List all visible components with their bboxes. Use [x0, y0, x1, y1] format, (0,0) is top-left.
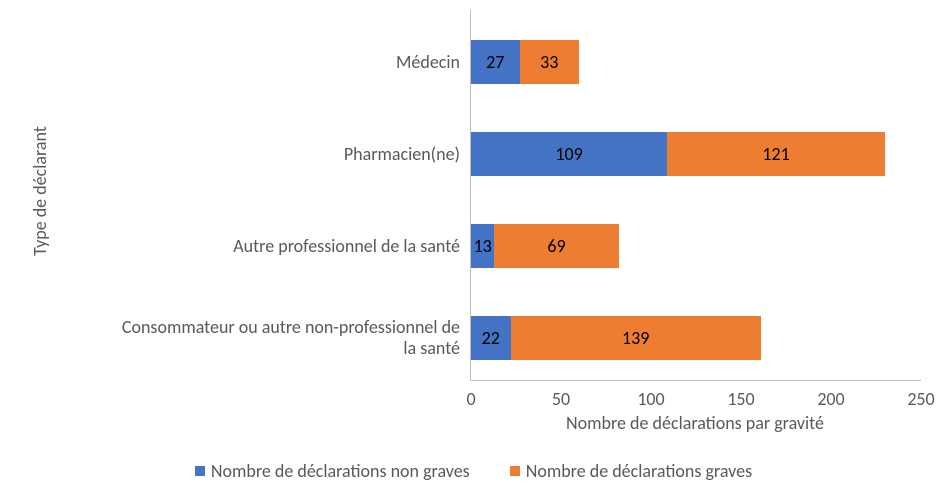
- category-label: Consommateur ou autre non-professionnel …: [80, 317, 460, 358]
- legend-swatch-non-graves: [195, 466, 205, 476]
- bar-row: 2733: [471, 40, 579, 84]
- bar-row: 1369: [471, 224, 619, 268]
- x-tick-label: 150: [727, 388, 754, 410]
- x-axis-title: Nombre de déclarations par gravité: [470, 412, 920, 434]
- legend-swatch-graves: [510, 466, 520, 476]
- plot-area: 0501001502002502733109121136922139: [470, 10, 921, 381]
- x-tick-label: 50: [552, 388, 570, 410]
- bar-segment-graves: 69: [494, 224, 618, 268]
- bar-segment-non_graves: 109: [471, 132, 667, 176]
- bar-row: 109121: [471, 132, 885, 176]
- category-label: Pharmacien(ne): [80, 144, 460, 165]
- x-tick-label: 200: [817, 388, 844, 410]
- x-tick-label: 0: [466, 388, 475, 410]
- bar-segment-non_graves: 22: [471, 316, 511, 360]
- x-tick-label: 100: [637, 388, 664, 410]
- y-axis-title: Type de déclarant: [29, 91, 51, 291]
- legend-label: Nombre de déclarations graves: [526, 460, 752, 482]
- legend: Nombre de déclarations non graves Nombre…: [0, 460, 947, 482]
- legend-label: Nombre de déclarations non graves: [211, 460, 470, 482]
- bar-segment-graves: 33: [520, 40, 579, 84]
- legend-item-graves: Nombre de déclarations graves: [510, 460, 752, 482]
- bar-row: 22139: [471, 316, 761, 360]
- x-tick-label: 250: [907, 388, 934, 410]
- bar-segment-non_graves: 27: [471, 40, 520, 84]
- category-label: Autre professionnel de la santé: [80, 236, 460, 257]
- legend-item-non-graves: Nombre de déclarations non graves: [195, 460, 470, 482]
- bar-segment-graves: 121: [667, 132, 885, 176]
- category-labels: Médecin Pharmacien(ne) Autre professionnel…: [80, 10, 460, 380]
- chart-container: Type de déclarant Médecin Pharmacien(ne) A…: [0, 0, 947, 504]
- bar-segment-graves: 139: [511, 316, 761, 360]
- bar-segment-non_graves: 13: [471, 224, 494, 268]
- category-label: Médecin: [80, 52, 460, 73]
